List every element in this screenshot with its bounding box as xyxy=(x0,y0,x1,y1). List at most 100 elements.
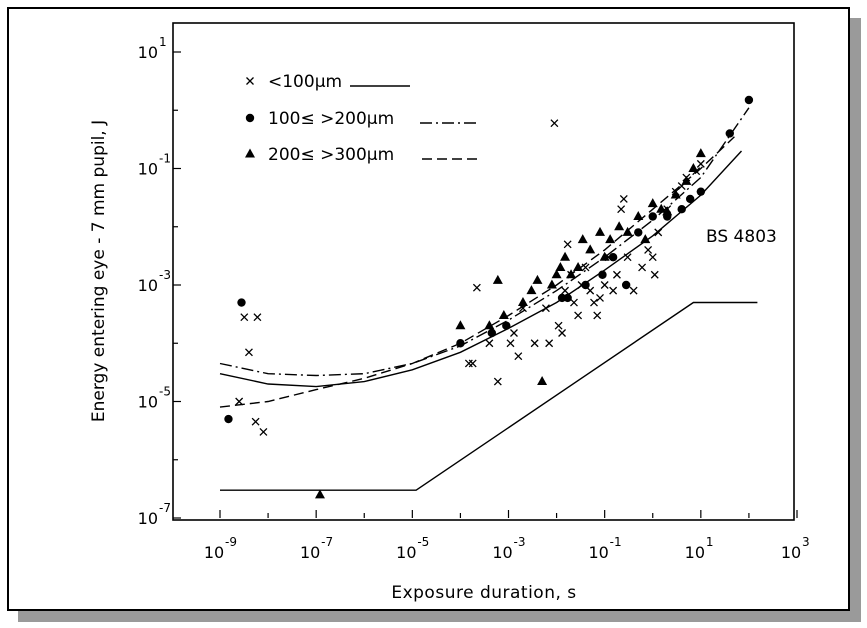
x-axis-label: Exposure duration, s xyxy=(391,583,576,603)
data-point xyxy=(640,234,651,244)
data-point xyxy=(622,226,633,236)
data-points-layer xyxy=(224,95,754,499)
data-point xyxy=(563,293,572,303)
x-tick-label: 10 xyxy=(492,543,512,562)
data-point xyxy=(237,298,246,307)
data-point xyxy=(526,285,537,295)
legend: <100μm 100≤ >200μm 200≤ >300μm xyxy=(245,72,482,165)
data-point xyxy=(577,234,588,244)
data-point xyxy=(605,234,616,244)
data-point xyxy=(621,280,631,290)
x-tick-exponent: -1 xyxy=(610,535,622,549)
data-point xyxy=(464,359,473,368)
data-point xyxy=(593,311,602,320)
data-point xyxy=(617,205,626,214)
fit-curve xyxy=(219,136,735,408)
y-tick-exponent: -7 xyxy=(159,501,171,515)
data-point xyxy=(498,309,509,319)
reference-line-layer xyxy=(220,301,758,491)
data-point xyxy=(314,489,325,499)
x-tick-label: 10 xyxy=(588,543,608,562)
data-point xyxy=(530,339,539,348)
data-point xyxy=(608,253,618,262)
data-point xyxy=(647,198,658,208)
data-point xyxy=(670,189,681,199)
data-point xyxy=(224,414,233,424)
data-point xyxy=(251,417,260,426)
data-point xyxy=(600,281,609,289)
data-point xyxy=(633,210,644,220)
data-point xyxy=(609,286,618,295)
data-point xyxy=(566,269,577,279)
data-point xyxy=(581,263,590,272)
data-point xyxy=(612,270,621,279)
data-point xyxy=(259,427,268,436)
x-tick-exponent: 1 xyxy=(706,535,714,549)
data-point xyxy=(244,348,253,357)
x-tick-exponent: -9 xyxy=(225,535,237,549)
data-point xyxy=(550,119,559,128)
data-point xyxy=(561,286,570,295)
data-point xyxy=(648,212,657,221)
data-point xyxy=(510,329,518,337)
data-point xyxy=(595,226,606,236)
data-point xyxy=(484,320,495,330)
data-point xyxy=(563,240,572,249)
y-tick-exponent: 1 xyxy=(159,35,167,49)
data-point xyxy=(468,359,477,368)
data-point xyxy=(573,261,584,271)
legend-marker xyxy=(246,77,254,85)
data-point xyxy=(570,298,578,307)
x-tick-exponent: -3 xyxy=(514,535,526,549)
data-point xyxy=(598,270,607,279)
plot-area xyxy=(172,22,795,521)
data-point xyxy=(619,194,628,203)
data-point xyxy=(574,311,583,320)
data-point xyxy=(695,148,706,158)
data-point xyxy=(638,263,647,272)
data-point xyxy=(240,313,249,322)
y-tick-label: 10 xyxy=(138,393,158,412)
data-point xyxy=(514,352,523,361)
data-point xyxy=(558,329,567,337)
data-point xyxy=(487,328,497,338)
reference-line-label: BS 4803 xyxy=(706,227,777,247)
data-point xyxy=(599,251,610,261)
data-point xyxy=(696,159,705,168)
legend-marker xyxy=(245,113,255,123)
data-point xyxy=(629,286,638,295)
data-point xyxy=(253,313,262,322)
legend-marker xyxy=(245,148,255,158)
data-point xyxy=(517,297,528,307)
data-point xyxy=(456,339,465,348)
y-tick-exponent: -5 xyxy=(159,385,171,399)
data-point xyxy=(650,270,659,279)
fit-curve xyxy=(219,107,750,377)
data-point xyxy=(560,251,571,261)
data-point xyxy=(656,203,667,213)
data-point xyxy=(725,129,734,138)
data-point xyxy=(537,376,548,386)
data-point xyxy=(654,228,663,237)
x-tick-exponent: -5 xyxy=(417,535,429,549)
data-point xyxy=(472,283,481,292)
data-point xyxy=(688,163,699,172)
data-point xyxy=(485,339,494,348)
legend-label: 100≤ >200μm xyxy=(268,109,394,129)
data-point xyxy=(554,321,563,330)
legend-label: 200≤ >300μm xyxy=(268,145,394,165)
data-point xyxy=(623,253,632,262)
data-point xyxy=(551,269,562,279)
data-point xyxy=(541,304,550,313)
y-tick-label: 10 xyxy=(138,43,158,62)
x-tick-label: 10 xyxy=(204,543,224,562)
x-tick-exponent: -7 xyxy=(321,535,333,549)
legend-label: <100μm xyxy=(268,72,342,92)
figure-frame xyxy=(7,7,850,611)
y-axis-label: Energy entering eye - 7 mm pupil, J xyxy=(89,120,109,422)
y-tick-label: 10 xyxy=(138,509,158,528)
y-tick-exponent: -1 xyxy=(159,152,171,166)
data-point xyxy=(677,205,686,214)
data-point xyxy=(614,221,625,231)
